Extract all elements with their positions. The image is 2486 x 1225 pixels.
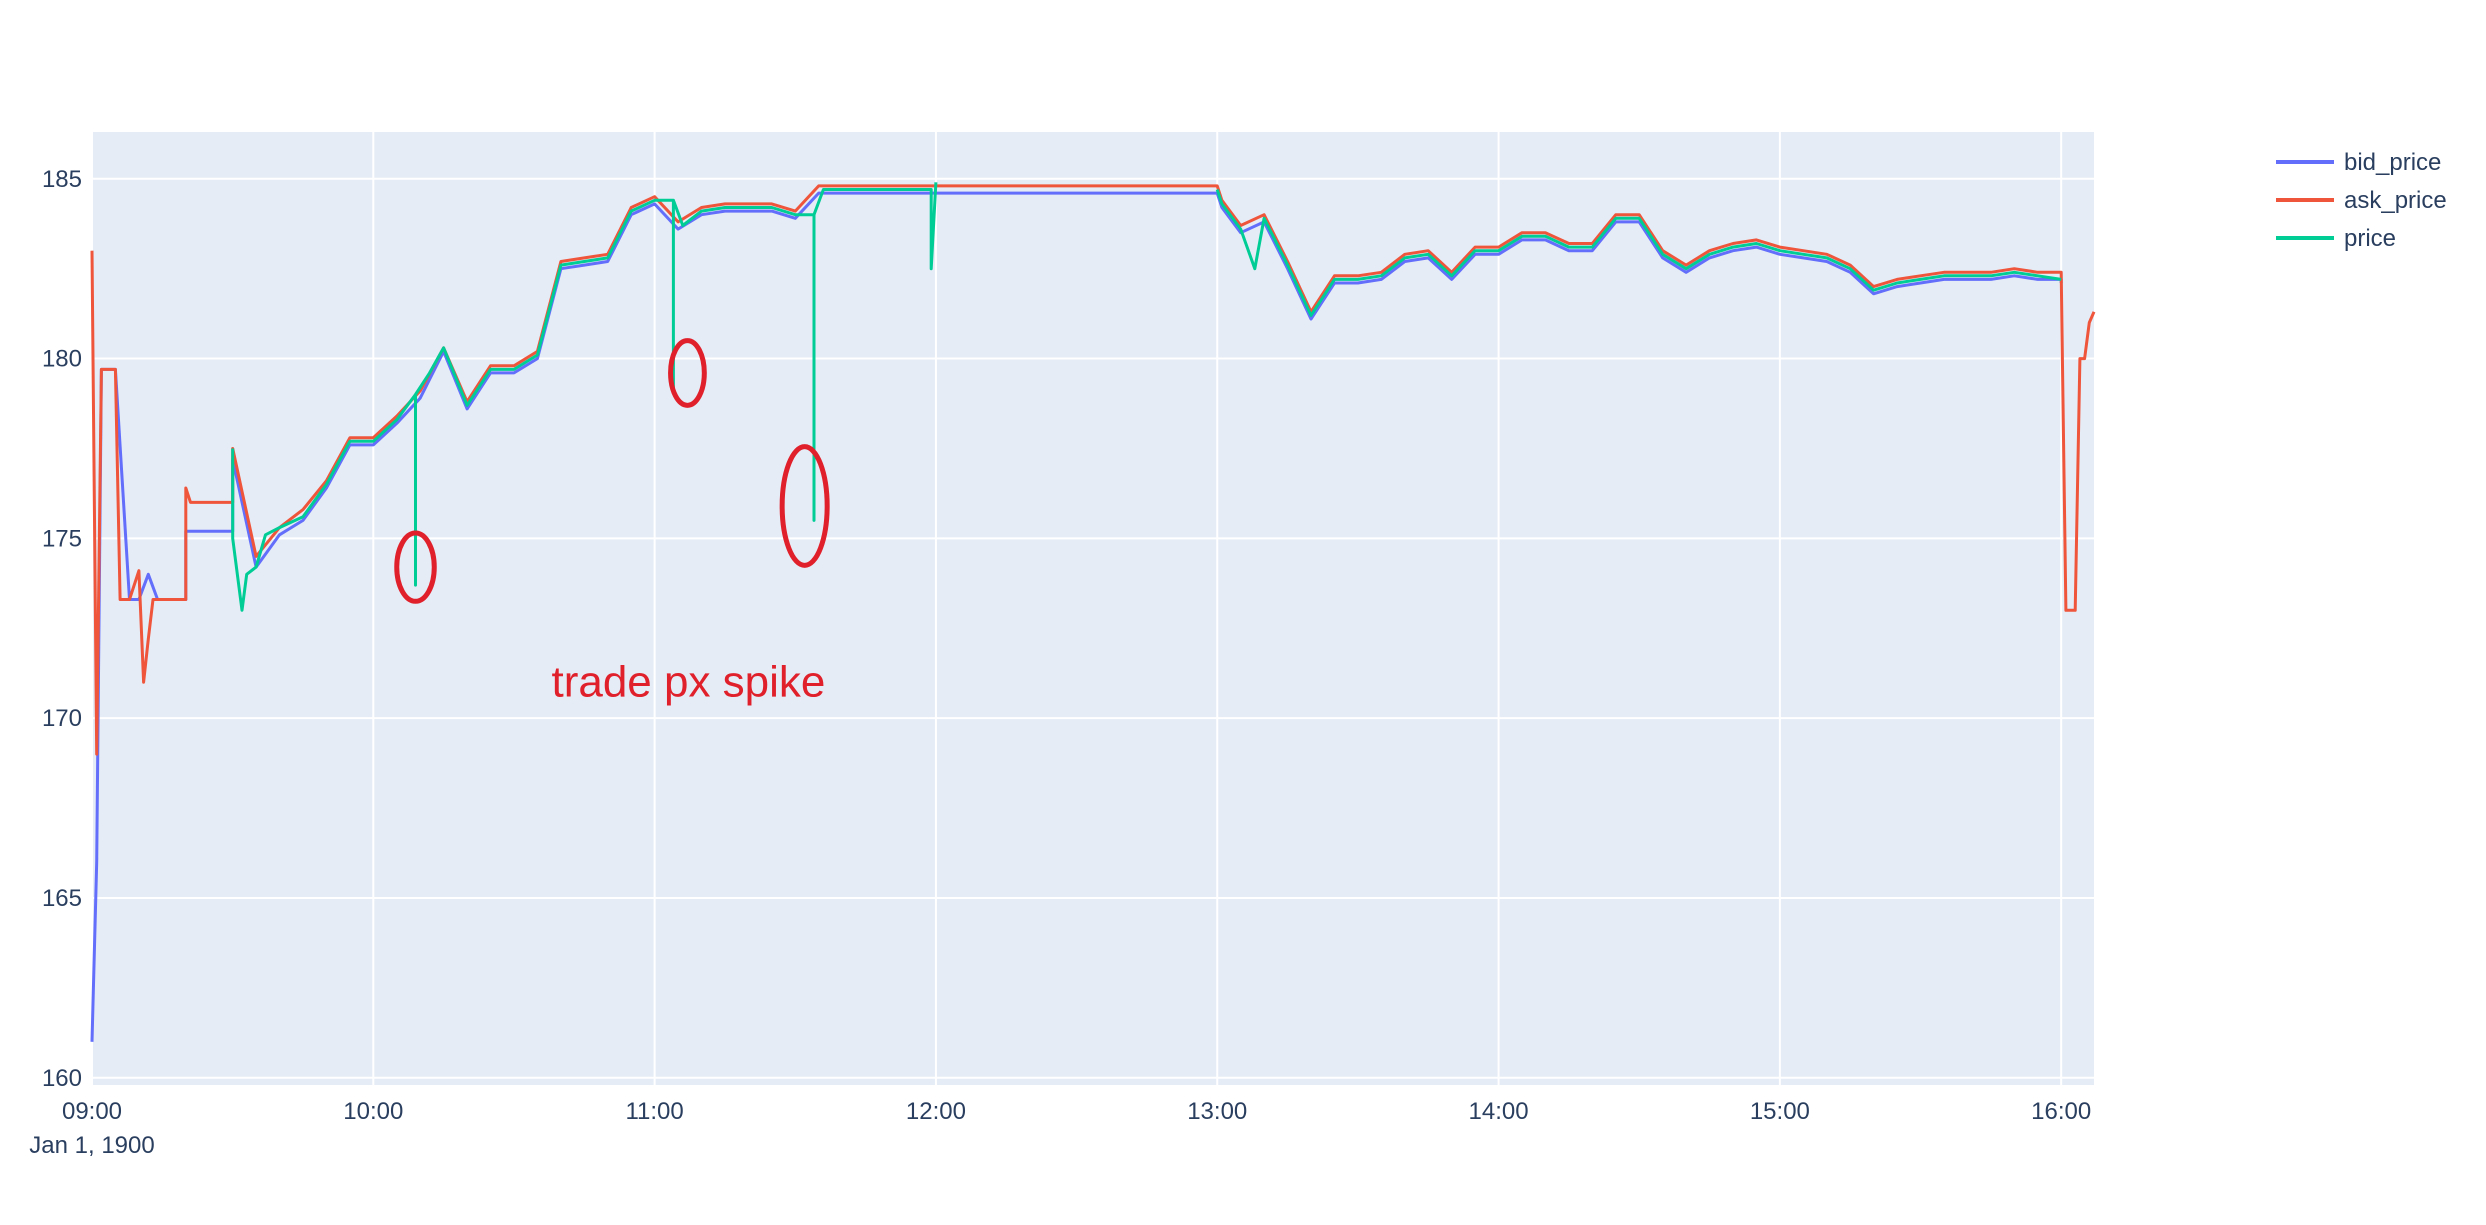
legend-label-bid-price: bid_price xyxy=(2344,149,2441,176)
y-tick-label: 180 xyxy=(42,346,82,373)
x-tick-label: 10:00 xyxy=(343,1098,403,1125)
series-line-price xyxy=(1215,189,2062,317)
annotation-circle xyxy=(779,444,830,568)
x-tick-label: 11:00 xyxy=(625,1098,683,1125)
x-tick-label: 15:00 xyxy=(1750,1098,1810,1125)
plot-area xyxy=(92,132,2094,1085)
legend-label-ask-price: ask_price xyxy=(2344,187,2447,214)
y-tick-label: 170 xyxy=(42,705,82,732)
annotation-circle xyxy=(394,530,437,604)
y-tick-label: 160 xyxy=(42,1065,82,1092)
x-tick-label: 13:00 xyxy=(1187,1098,1247,1125)
y-tick-label: 185 xyxy=(42,166,82,193)
x-tick-label: 12:00 xyxy=(906,1098,966,1125)
y-tick-label: 165 xyxy=(42,885,82,912)
series-line-price xyxy=(231,182,938,612)
annotation-text: trade px spike xyxy=(551,658,825,707)
legend-label-price: price xyxy=(2344,225,2396,252)
series-line-ask-price xyxy=(90,184,2096,756)
x-tick-label: 14:00 xyxy=(1469,1098,1529,1125)
x-tick-sublabel: Jan 1, 1900 xyxy=(29,1132,154,1159)
x-tick-label: 16:00 xyxy=(2031,1098,2091,1125)
annotation-circle xyxy=(668,338,707,408)
x-tick-label: 09:00 xyxy=(62,1098,122,1125)
series-line-bid-price xyxy=(90,191,2063,1042)
y-tick-label: 175 xyxy=(42,525,82,552)
